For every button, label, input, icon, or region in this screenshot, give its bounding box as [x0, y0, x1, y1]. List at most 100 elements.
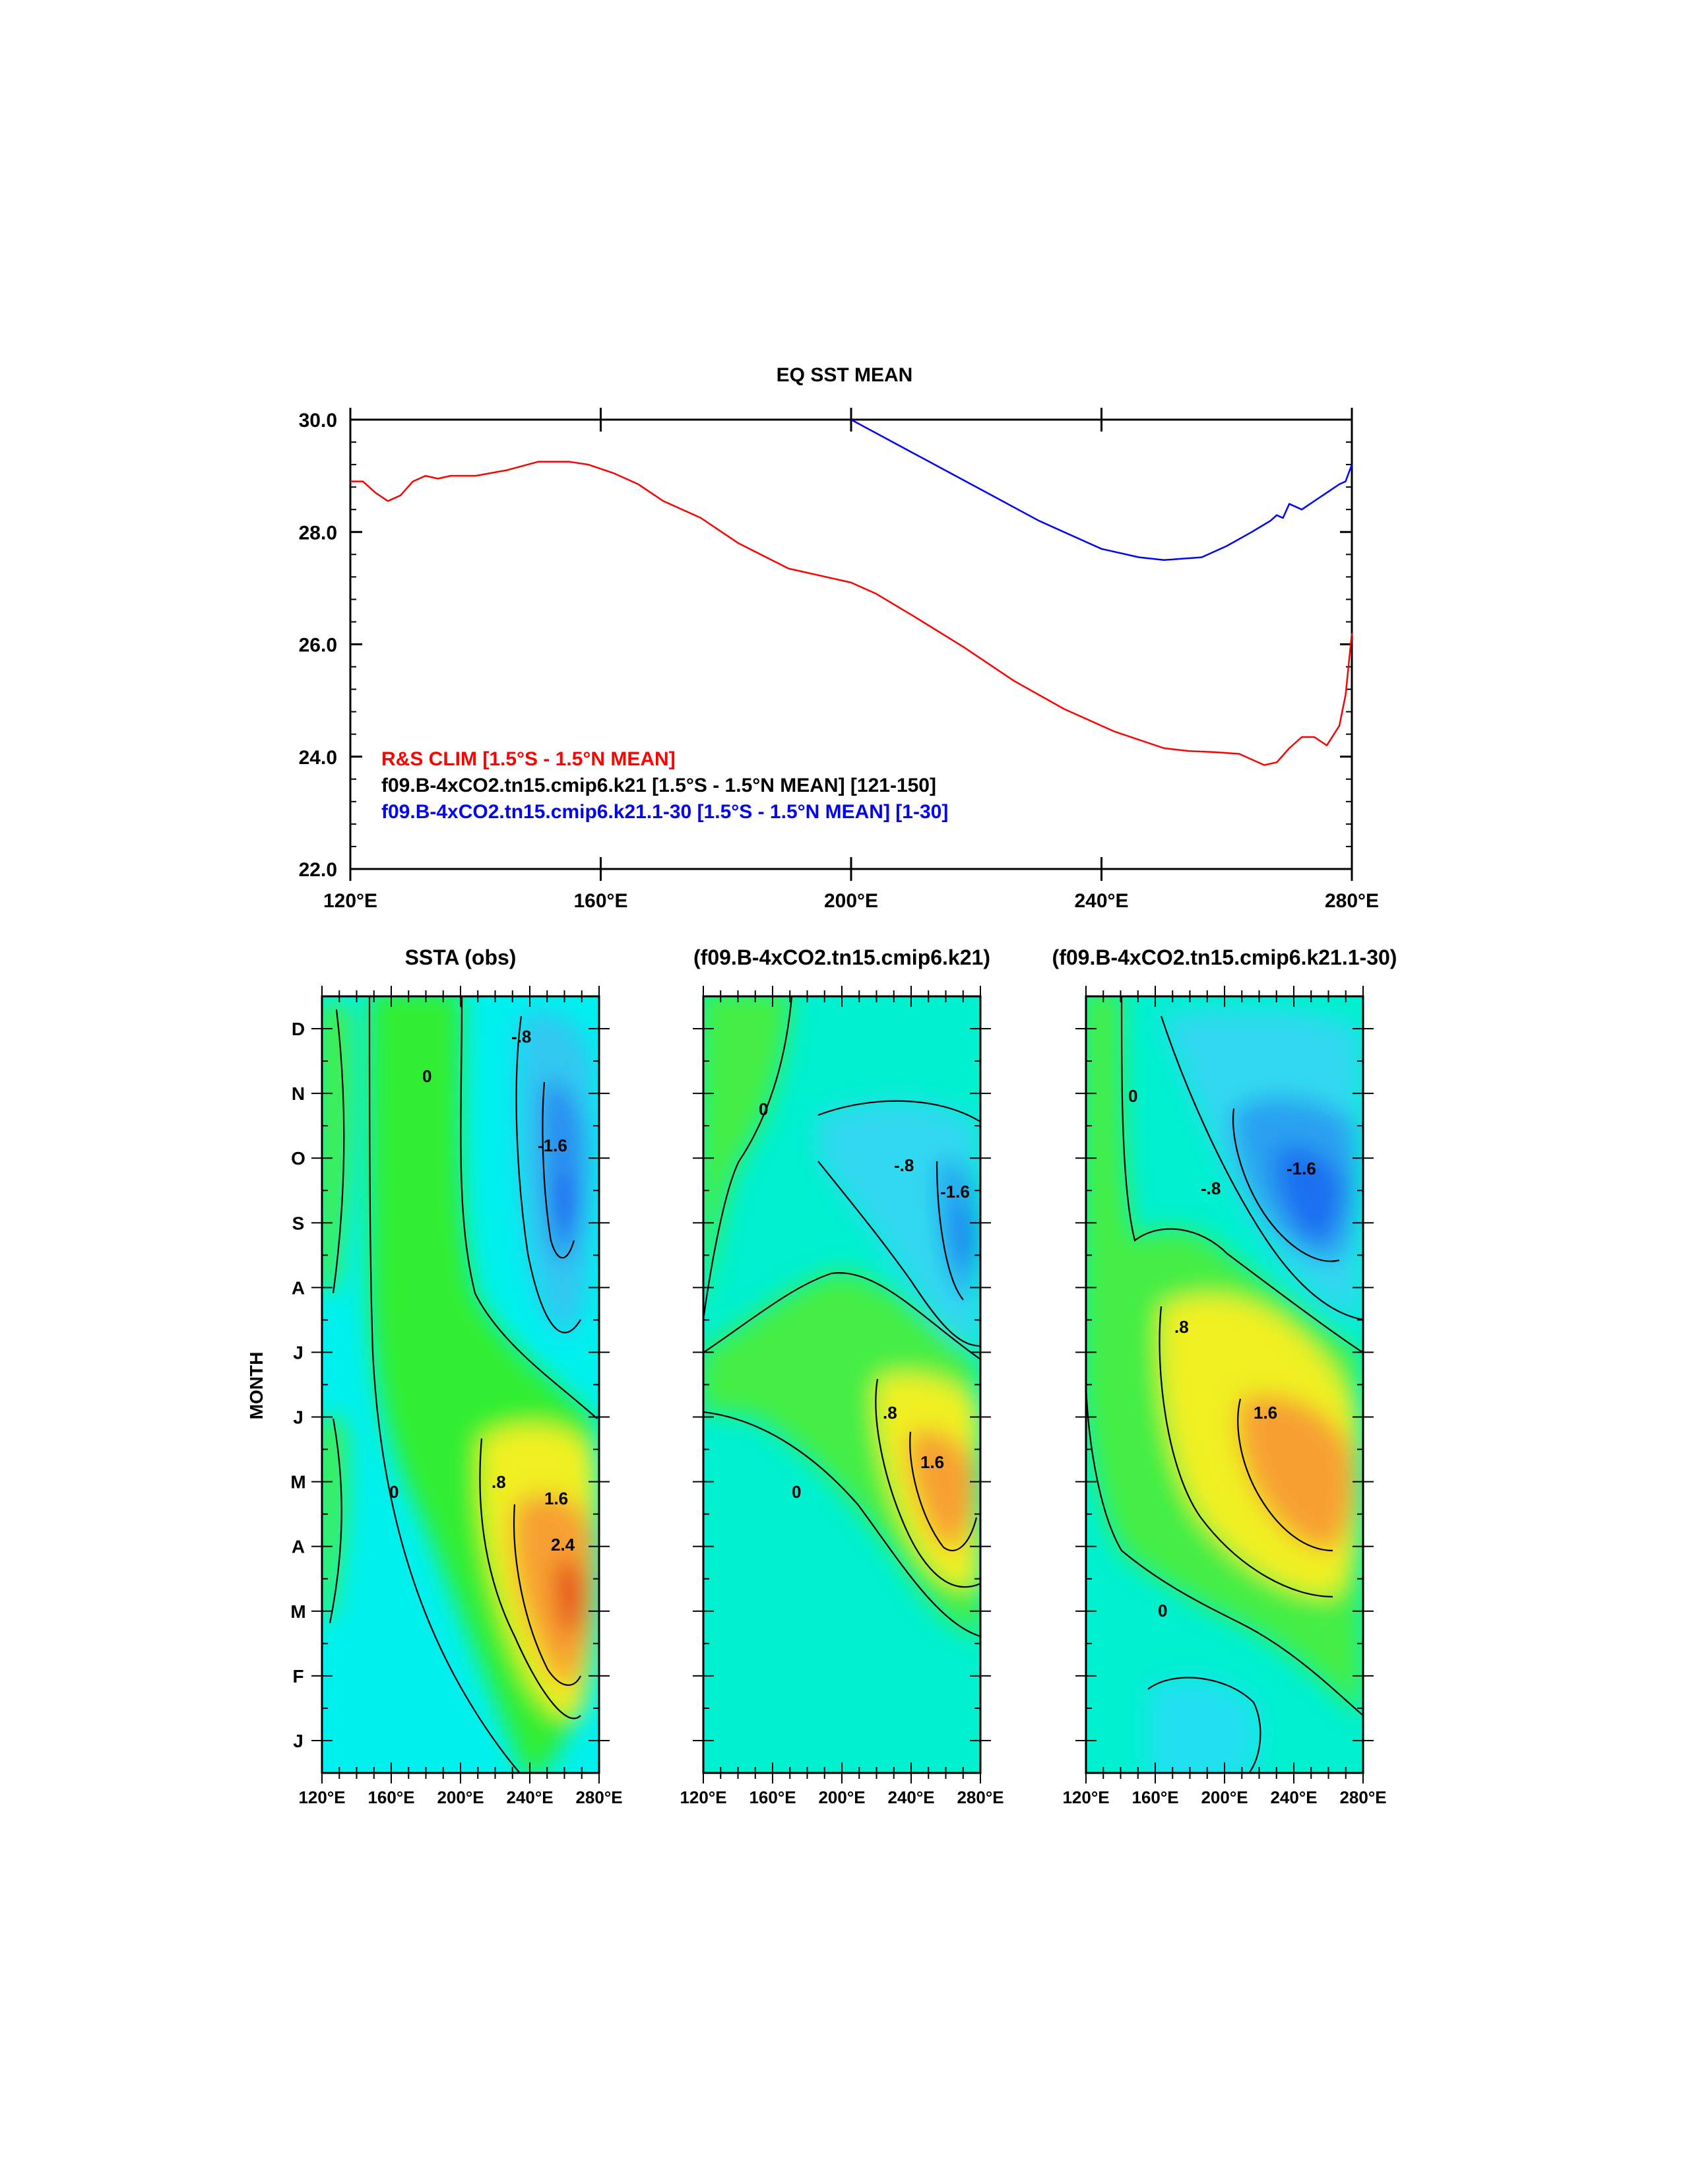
- panel-3-contours: [1086, 996, 1363, 1773]
- panel-3-label-0a: 0: [1128, 1086, 1137, 1106]
- panel-3-cold-bottom: [1148, 1677, 1261, 1773]
- line-chart: EQ SST MEAN 22.0 24.0 26.0 28.0 30.0 120°E 16…: [299, 364, 1379, 912]
- legend-entry-1: R&S CLIM [1.5°S - 1.5°N MEAN]: [381, 748, 676, 770]
- panel-1-label-16: 1.6: [544, 1489, 568, 1508]
- series-line-3: [850, 418, 1353, 562]
- panel-1-label-24: 2.4: [551, 1535, 575, 1555]
- legend: R&S CLIM [1.5°S - 1.5°N MEAN] f09.B-4xCO…: [381, 748, 948, 823]
- line-y-ticks: 22.0 24.0 26.0 28.0 30.0: [299, 410, 1352, 881]
- month-label: A: [292, 1537, 305, 1557]
- panel-2-cold-deep: [955, 1207, 971, 1271]
- x-tick-label: 200°E: [437, 1787, 484, 1807]
- month-axis-label: MONTH: [246, 1352, 267, 1420]
- heatmap-panel-obs: SSTA (obs): [246, 946, 623, 1807]
- x-tick-label: 160°E: [1131, 1787, 1178, 1807]
- y-tick-label: 30.0: [299, 410, 337, 432]
- month-label: S: [292, 1213, 305, 1233]
- panel-1-cold-deep: [558, 1172, 573, 1242]
- y-tick-label: 22.0: [299, 859, 337, 881]
- panel-2-band-green: [703, 996, 792, 1301]
- x-tick-label: 240°E: [506, 1787, 553, 1807]
- heatmap-panel-model-1-30: (f09.B-4xCO2.tn15.cmip6.k21.1-30): [1052, 946, 1397, 1807]
- panel-1-label-0b: 0: [389, 1482, 398, 1502]
- x-tick-label: 280°E: [575, 1787, 622, 1807]
- panel-3-label-m16: -1.6: [1287, 1159, 1316, 1178]
- month-label: N: [292, 1083, 305, 1104]
- legend-entry-2: f09.B-4xCO2.tn15.cmip6.k21 [1.5°S - 1.5°…: [381, 775, 936, 796]
- x-tick-label: 280°E: [957, 1787, 1004, 1807]
- y-tick-label: 24.0: [299, 747, 337, 769]
- month-label: J: [293, 1731, 303, 1751]
- x-tick-label: 160°E: [573, 890, 627, 912]
- panel-2-label-0a: 0: [759, 1099, 768, 1119]
- x-tick-label: 240°E: [1074, 890, 1128, 912]
- series-line-1: [350, 461, 1353, 766]
- panel-3-field: 0 0 .8 1.6 -.8 -1.6: [1086, 996, 1363, 1773]
- panel-1-label-08: .8: [492, 1472, 506, 1492]
- x-tick-label: 280°E: [1339, 1787, 1386, 1807]
- panel-3-label-08: .8: [1174, 1317, 1189, 1337]
- panel-2-field: 0 0 .8 1.6 -.8 -1.6: [703, 996, 980, 1773]
- panel-2-warm-orange: [908, 1430, 976, 1551]
- x-tick-label: 240°E: [887, 1787, 934, 1807]
- month-label: F: [292, 1666, 303, 1686]
- month-label: J: [293, 1407, 303, 1428]
- panel-1-warm-orange: [512, 1493, 594, 1689]
- panel-1-x-ticks: 120°E 160°E 200°E 240°E 280°E: [298, 986, 623, 1807]
- panel-3-label-0b: 0: [1158, 1601, 1167, 1621]
- panel-2-y-ticks: [693, 996, 991, 1741]
- panel-3-y-ticks: [1075, 996, 1374, 1741]
- y-tick-label: 26.0: [299, 635, 337, 657]
- panel-3-contour-labels: 0 0 .8 1.6 -.8 -1.6: [1128, 1086, 1316, 1621]
- x-tick-label: 160°E: [749, 1787, 796, 1807]
- panel-1-label-0a: 0: [422, 1066, 431, 1086]
- panel-2-contour-labels: 0 0 .8 1.6 -.8 -1.6: [759, 1099, 970, 1502]
- x-tick-label: 280°E: [1325, 890, 1379, 912]
- month-label: O: [291, 1148, 305, 1169]
- x-tick-label: 160°E: [367, 1787, 414, 1807]
- panel-2-label-08: .8: [883, 1403, 897, 1423]
- month-label: D: [292, 1019, 305, 1039]
- panel-3-warm-orange: [1238, 1394, 1354, 1551]
- x-tick-label: 120°E: [298, 1787, 345, 1807]
- line-x-ticks: 120°E 160°E 200°E 240°E 280°E: [323, 408, 1379, 912]
- panel-1-label-m16: -1.6: [538, 1136, 567, 1155]
- legend-entry-3: f09.B-4xCO2.tn15.cmip6.k21.1-30 [1.5°S -…: [381, 801, 948, 823]
- panel-1-contour-labels: 0 0 .8 1.6 2.4 -.8 -1.6: [389, 1027, 575, 1555]
- panel-2-band-green2: [703, 1273, 980, 1636]
- x-tick-label: 240°E: [1270, 1787, 1317, 1807]
- x-tick-label: 120°E: [1062, 1787, 1109, 1807]
- month-label: J: [293, 1342, 303, 1363]
- panel-2-label-m08: -.8: [894, 1155, 914, 1175]
- panel-2-label-m16: -1.6: [940, 1182, 970, 1202]
- panel-1-y-ticks: J F M A M J J A S O N D: [290, 996, 610, 1751]
- x-tick-label: 200°E: [818, 1787, 865, 1807]
- heatmap-panel-model-121-150: (f09.B-4xCO2.tn15.cmip6.k21): [680, 946, 1004, 1807]
- month-label: M: [290, 1472, 305, 1493]
- panel-3-label-m08: -.8: [1201, 1178, 1221, 1198]
- panel-3-title: (f09.B-4xCO2.tn15.cmip6.k21.1-30): [1052, 946, 1397, 969]
- panel-3-cold-deep: [1277, 1146, 1343, 1244]
- panel-1-contours: [329, 996, 598, 1773]
- x-tick-label: 120°E: [323, 890, 377, 912]
- x-tick-label: 200°E: [824, 890, 878, 912]
- panel-1-band-green-left: [322, 1003, 352, 1292]
- panel-1-warm-red: [557, 1560, 582, 1638]
- panel-1-field: 0 0 .8 1.6 2.4 -.8 -1.6: [322, 996, 599, 1773]
- panel-3-x-ticks: 120°E 160°E 200°E 240°E 280°E: [1062, 986, 1387, 1807]
- x-tick-label: 200°E: [1201, 1787, 1248, 1807]
- panel-2-contours: [703, 996, 980, 1638]
- panel-2-label-16: 1.6: [920, 1452, 944, 1472]
- month-label: A: [292, 1277, 305, 1298]
- panel-1-title: SSTA (obs): [405, 946, 517, 969]
- line-series: [350, 418, 1353, 766]
- month-label: M: [290, 1601, 305, 1622]
- panel-2-x-ticks: 120°E 160°E 200°E 240°E 280°E: [680, 986, 1004, 1807]
- panel-1-label-m08: -.8: [511, 1027, 531, 1046]
- x-tick-label: 120°E: [680, 1787, 726, 1807]
- panel-3-label-16: 1.6: [1254, 1403, 1277, 1423]
- line-chart-title: EQ SST MEAN: [777, 364, 913, 386]
- panel-2-title: (f09.B-4xCO2.tn15.cmip6.k21): [693, 946, 990, 969]
- panel-2-label-0b: 0: [792, 1482, 801, 1502]
- y-tick-label: 28.0: [299, 522, 337, 544]
